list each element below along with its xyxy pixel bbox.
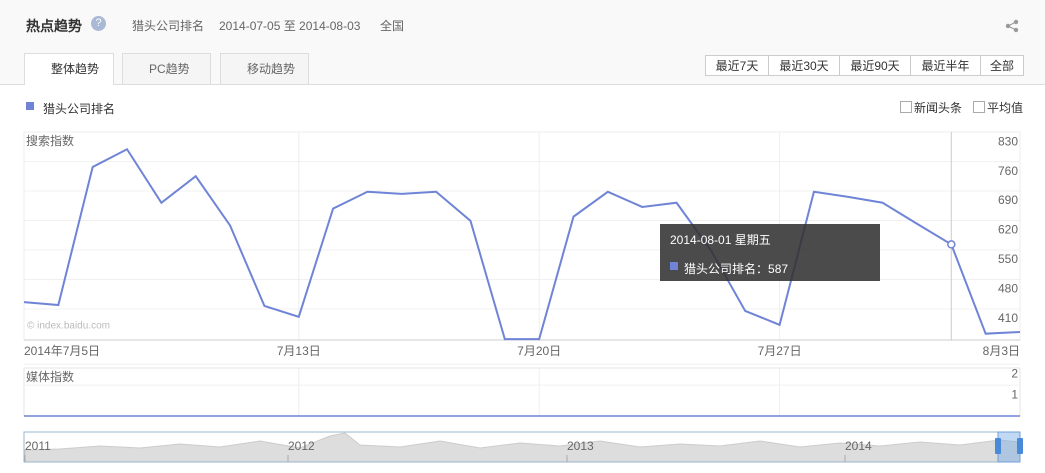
- tooltip-series: 猎头公司排名：: [684, 262, 769, 276]
- keyword: 猎头公司排名: [132, 19, 205, 33]
- x-tick-label: 7月27日: [758, 344, 802, 358]
- y-tick-label: 690: [998, 193, 1018, 207]
- navigator-selection: [997, 431, 1021, 463]
- legend-label: 猎头公司排名: [43, 102, 116, 116]
- plot-frame: [23, 367, 1021, 417]
- navigator-handle[interactable]: [1017, 438, 1023, 454]
- navigator-label: 2014: [845, 439, 872, 453]
- date-range: 2014-07-05 至 2014-08-03: [219, 19, 361, 33]
- tooltip-value: 587: [768, 262, 789, 276]
- x-tick-label: 8月3日: [983, 344, 1020, 358]
- tooltip: 2014-08-01 星期五 猎头公司排名：587: [660, 224, 880, 281]
- x-tick-label: 7月20日: [517, 344, 561, 358]
- x-tick-label: 7月13日: [277, 344, 321, 358]
- range-button[interactable]: 最近7天: [705, 55, 769, 76]
- panel-title: 媒体指数: [26, 369, 74, 384]
- y-tick-label: 1: [1011, 387, 1018, 401]
- tooltip-swatch: [670, 262, 678, 270]
- title: 热点趋势: [26, 18, 82, 34]
- range-button[interactable]: 全部: [980, 55, 1024, 76]
- share-icon[interactable]: [1005, 19, 1019, 33]
- y-tick-label: 480: [998, 282, 1018, 296]
- series-line: [23, 147, 1021, 341]
- option-label: 平均值: [987, 101, 1024, 115]
- help-icon[interactable]: ?: [91, 16, 106, 31]
- tab[interactable]: PC趋势: [122, 53, 211, 84]
- tab[interactable]: 移动趋势: [220, 53, 309, 84]
- legend-swatch: [26, 102, 34, 110]
- checkbox[interactable]: [973, 101, 985, 113]
- y-tick-label: 760: [998, 164, 1018, 178]
- y-tick-label: 550: [998, 252, 1018, 266]
- panel-title: 搜索指数: [26, 133, 74, 148]
- y-tick-label: 2: [1011, 366, 1018, 380]
- hover-point: [947, 240, 956, 249]
- option-label: 新闻头条: [914, 101, 963, 115]
- navigator-label: 2012: [288, 439, 315, 453]
- navigator-label: 2011: [25, 439, 51, 453]
- y-tick-label: 410: [998, 311, 1018, 325]
- tooltip-title: 2014-08-01 星期五: [670, 233, 771, 247]
- y-tick-label: 620: [998, 223, 1018, 237]
- checkbox[interactable]: [900, 101, 912, 113]
- range-button[interactable]: 最近半年: [910, 55, 981, 76]
- range-button[interactable]: 最近30天: [768, 55, 840, 76]
- navigator-label: 2013: [567, 439, 594, 453]
- watermark: © index.baidu.com: [27, 321, 110, 332]
- tooltip-label: 猎头公司排名：587: [684, 260, 788, 277]
- navigator-area: [24, 432, 1021, 463]
- tab[interactable]: 整体趋势: [24, 53, 114, 85]
- x-tick-label: 2014年7月5日: [24, 344, 100, 358]
- y-tick-label: 830: [998, 134, 1018, 148]
- region: 全国: [380, 19, 405, 33]
- navigator-handle[interactable]: [995, 438, 1001, 454]
- range-button[interactable]: 最近90天: [839, 55, 911, 76]
